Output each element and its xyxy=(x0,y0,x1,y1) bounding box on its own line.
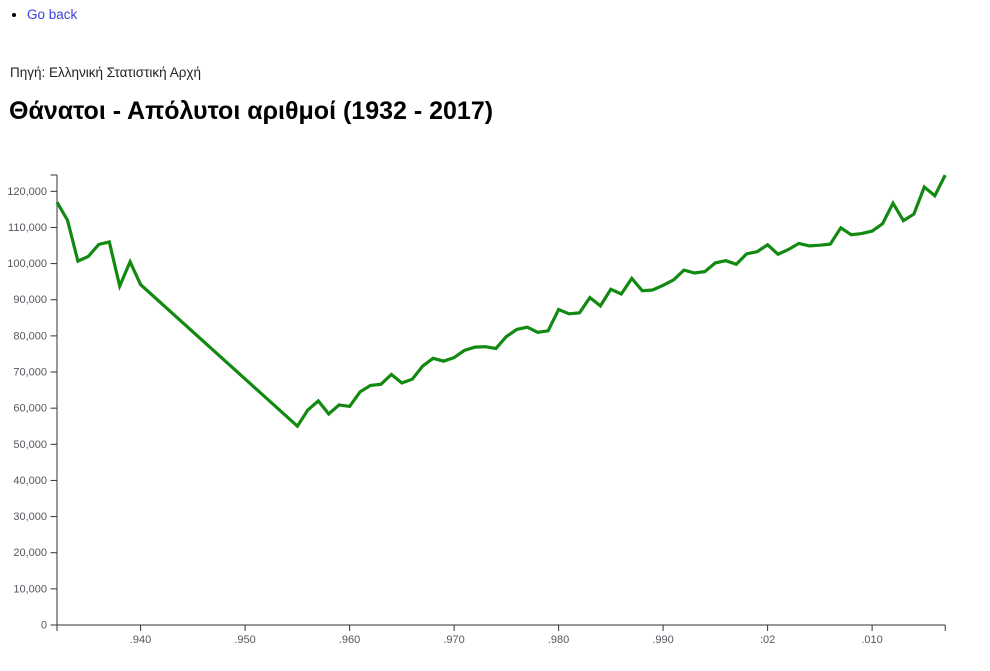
deaths-line xyxy=(55,174,947,429)
x-tick-label: :02 xyxy=(760,634,775,646)
y-tick-label: 70,000 xyxy=(13,367,47,379)
x-tick-label: .990 xyxy=(652,634,673,646)
y-tick-label: 0 xyxy=(41,620,47,632)
page: 0 10,000 20,000 30,000 40,000 50,000 60,000 70,… xyxy=(0,7,990,646)
y-tick-label: 80,000 xyxy=(13,330,47,342)
x-tick-label: .980 xyxy=(548,634,569,646)
source-text: Πηγή: Ελληνική Στατιστική Αρχή xyxy=(10,65,201,80)
y-tick-label: 100,000 xyxy=(7,258,47,270)
go-back-list: Go back xyxy=(0,7,990,22)
y-tick-label: 110,000 xyxy=(8,222,47,234)
y-tick-label: 40,000 xyxy=(13,475,47,487)
x-tick-label: .010 xyxy=(861,634,882,646)
y-tick-label: 10,000 xyxy=(13,583,47,595)
go-back-link[interactable]: Go back xyxy=(27,7,78,22)
deaths-chart-svg: 0 10,000 20,000 30,000 40,000 50,000 60,000 70,… xyxy=(7,174,947,646)
x-tick-label: .950 xyxy=(234,634,255,646)
x-tick-label: .940 xyxy=(130,634,151,646)
y-tick-label: 30,000 xyxy=(13,511,47,523)
go-back-item: Go back xyxy=(27,7,990,22)
y-tick-label: 120,000 xyxy=(7,186,47,198)
y-tick-label: 60,000 xyxy=(13,403,47,415)
page-title: Θάνατοι - Απόλυτοι αριθμοί (1932 - 2017) xyxy=(9,97,494,125)
deaths-chart: 0 10,000 20,000 30,000 40,000 50,000 60,000 70,… xyxy=(0,7,990,671)
y-tick-label: 50,000 xyxy=(13,439,47,451)
x-tick-label: .970 xyxy=(443,634,464,646)
x-tick-label: .960 xyxy=(339,634,360,646)
y-tick-label: 90,000 xyxy=(13,294,47,306)
y-tick-label: 20,000 xyxy=(13,547,47,559)
